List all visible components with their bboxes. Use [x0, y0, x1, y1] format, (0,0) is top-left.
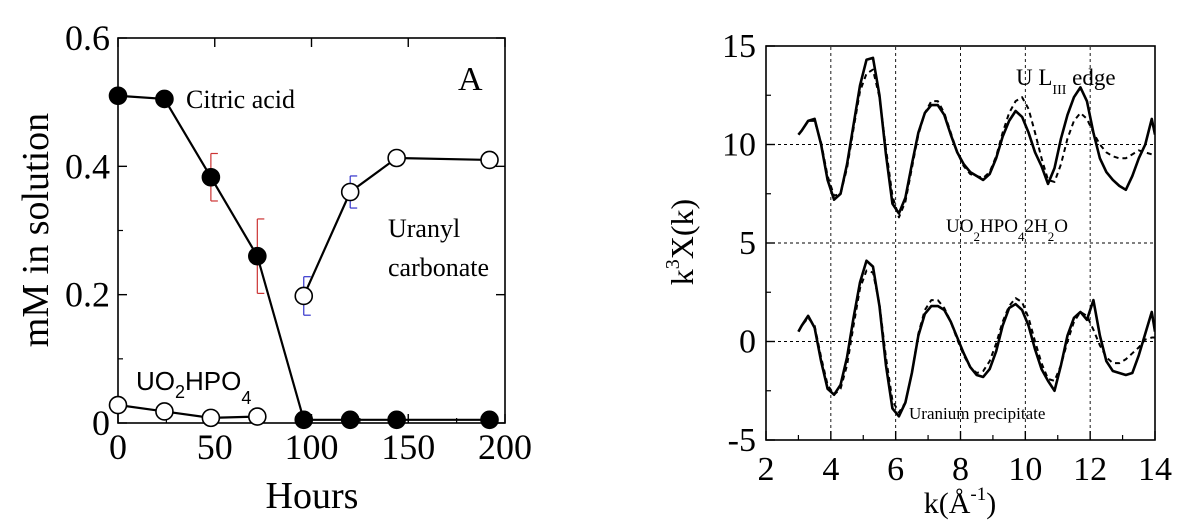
- uranyl-carbonate-label-line1: Uranyl: [388, 214, 460, 243]
- x-tick-label: 100: [285, 427, 339, 467]
- y-tick-label: 0: [739, 324, 756, 361]
- chart-b-grid: [766, 46, 1155, 440]
- fit-line-3: [798, 271, 1155, 413]
- data-point: [295, 411, 312, 428]
- chart-a: 0 50 100 150 200 0 0.2 0.4 0.6 A Hours mM in sol…: [0, 0, 560, 521]
- x-tick-label: 2: [758, 451, 775, 488]
- uo2hpo4-label: UO2HPO4: [136, 366, 251, 408]
- data-point: [156, 90, 173, 107]
- data-point: [249, 248, 266, 265]
- x-tick-label: 6: [887, 451, 904, 488]
- data-point: [342, 184, 359, 201]
- chart-b-series-lines: [798, 58, 1155, 417]
- data-line-0: [798, 58, 1155, 214]
- x-tick-label: 12: [1073, 451, 1107, 488]
- y-tick-label: 0.4: [65, 146, 110, 186]
- data-point: [202, 169, 219, 186]
- data-point: [110, 87, 127, 104]
- chart-b-frame: [766, 46, 1155, 440]
- x-tick-label: 14: [1138, 451, 1172, 488]
- chart-b-ticks: [766, 46, 1155, 440]
- chart-a-y-axis-label: mM in solution: [15, 113, 57, 347]
- data-point: [342, 411, 359, 428]
- x-tick-label: 10: [1008, 451, 1042, 488]
- data-point: [156, 403, 173, 420]
- x-tick-label: 0: [109, 427, 127, 467]
- data-point: [110, 397, 127, 414]
- data-line-2: [798, 261, 1155, 417]
- x-tick-label: 200: [478, 427, 532, 467]
- data-point: [388, 149, 405, 166]
- data-point: [295, 287, 312, 304]
- chart-b-y-axis-label: k3X(k): [662, 199, 700, 285]
- x-tick-label: 4: [822, 451, 839, 488]
- chart-a-error-bars: [211, 154, 357, 316]
- edge-annotation: U LIII edge: [1016, 65, 1116, 98]
- y-tick-label: 5: [739, 225, 756, 262]
- x-tick-label: 50: [197, 427, 233, 467]
- chart-b-tick-labels: 2 4 6 8 10 12 14 -5 0 5 10 15: [722, 28, 1172, 488]
- reference-annotation: UO2HPO42H2O: [946, 216, 1068, 244]
- data-point: [202, 409, 219, 426]
- data-point: [481, 151, 498, 168]
- precipitate-annotation: Uranium precipitate: [909, 404, 1045, 423]
- chart-a-panel-label: A: [458, 61, 483, 98]
- y-tick-label: 10: [722, 127, 756, 164]
- y-tick-label: 0.2: [65, 275, 110, 315]
- fit-line-1: [798, 70, 1155, 218]
- y-tick-label: 0.6: [65, 18, 110, 58]
- citric-acid-label: Citric acid: [186, 85, 295, 114]
- uranyl-carbonate-label-line2: carbonate: [388, 253, 489, 282]
- x-tick-label: 150: [381, 427, 435, 467]
- x-tick-label: 8: [952, 451, 969, 488]
- series-line-2: [118, 405, 257, 418]
- data-point: [481, 411, 498, 428]
- chart-b-x-axis-label: k(Å-1): [924, 484, 996, 520]
- y-tick-label: -5: [728, 422, 756, 459]
- y-tick-label: 15: [722, 28, 756, 65]
- data-point: [388, 411, 405, 428]
- y-tick-label: 0: [92, 403, 110, 443]
- data-point: [249, 408, 266, 425]
- chart-a-x-axis-label: Hours: [266, 475, 359, 517]
